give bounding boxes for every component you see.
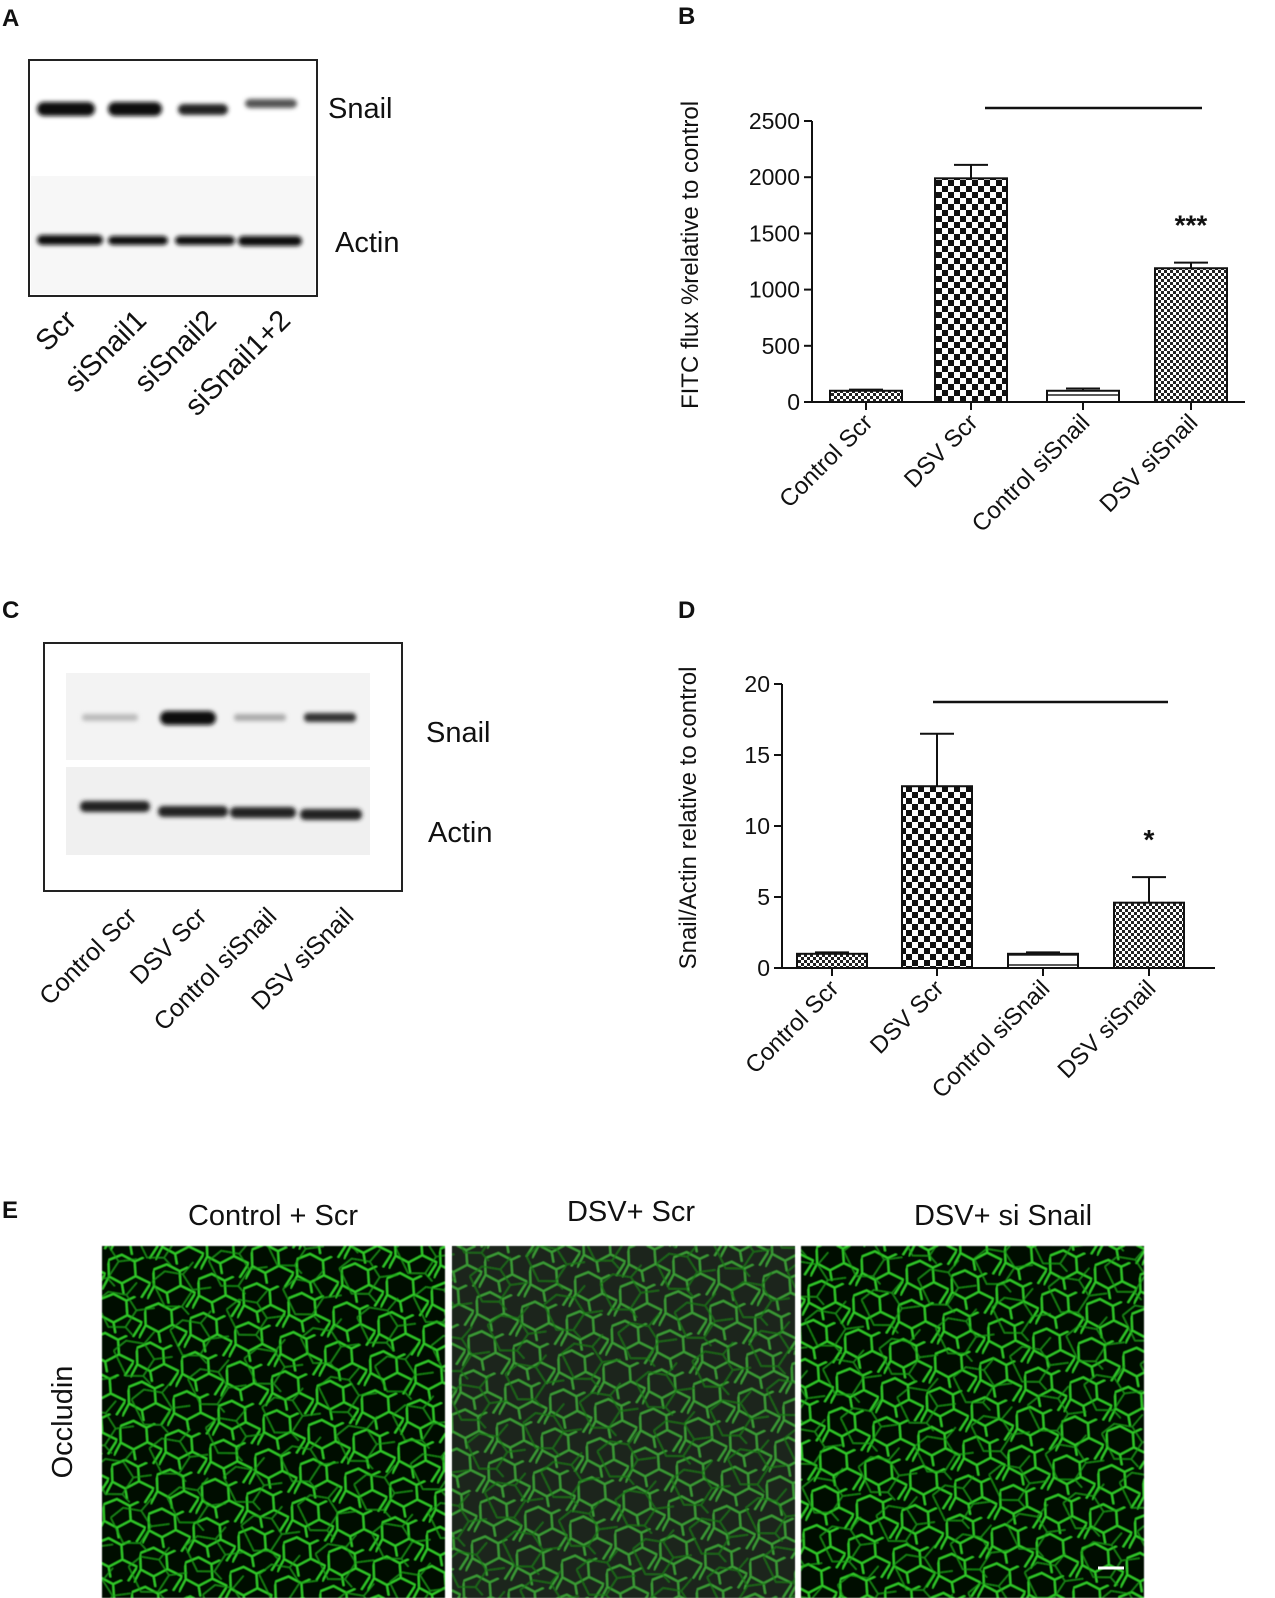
bar <box>1007 952 1079 969</box>
micrographs <box>102 1246 1144 1598</box>
lane-label: Control Scr <box>34 902 142 1010</box>
x-tick-label: DSV Scr <box>865 975 949 1059</box>
significance-label: *** <box>1175 210 1208 241</box>
bar <box>934 177 1008 403</box>
x-tick-label: Control siSnail <box>967 409 1096 538</box>
panel-label: D <box>678 597 695 624</box>
y-tick-label: 5 <box>757 884 770 910</box>
column-title: DSV+ si Snail <box>914 1200 1092 1232</box>
micrograph-overlay <box>801 1246 1144 1598</box>
bar <box>829 389 903 404</box>
y-tick-label: 0 <box>757 955 770 981</box>
band-label: Snail <box>328 93 393 125</box>
y-axis-label: Snail/Actin relative to control <box>675 667 702 970</box>
y-tick-label: 0 <box>787 389 800 415</box>
row-label: Occludin <box>47 1366 79 1479</box>
bar <box>1154 267 1228 403</box>
y-tick-label: 2500 <box>749 108 800 134</box>
bar <box>901 785 973 969</box>
y-tick-label: 1000 <box>749 277 800 303</box>
panel-label: E <box>2 1197 18 1224</box>
blot-bands <box>37 99 302 246</box>
micrograph-shade <box>452 1246 795 1598</box>
y-tick-label: 1500 <box>749 220 800 246</box>
x-tick-label: Control Scr <box>774 409 878 513</box>
y-tick-label: 2000 <box>749 164 800 190</box>
panel-label: A <box>2 5 19 32</box>
x-tick-label: DSV Scr <box>899 409 983 493</box>
y-tick-label: 10 <box>744 813 770 839</box>
y-tick-label: 500 <box>762 333 800 359</box>
bar <box>1046 389 1120 404</box>
panel-label: C <box>2 597 19 624</box>
significance-label: * <box>1144 824 1155 855</box>
y-tick-label: 15 <box>744 742 770 768</box>
bar <box>1113 901 1185 969</box>
y-axis-label: FITC flux %relative to control <box>677 101 704 409</box>
blot-bands <box>80 711 362 820</box>
column-title: DSV+ Scr <box>567 1196 695 1228</box>
band-label: Snail <box>426 717 491 749</box>
x-tick-label: DSV siSnail <box>1095 409 1204 518</box>
column-title: Control + Scr <box>188 1200 358 1232</box>
band-label: Actin <box>428 817 492 849</box>
x-tick-label: DSV siSnail <box>1053 975 1162 1084</box>
lane-label: Scr <box>30 304 84 358</box>
panel-label: B <box>678 3 695 30</box>
band-label: Actin <box>335 227 399 259</box>
y-tick-label: 20 <box>744 671 770 697</box>
bar <box>796 952 868 969</box>
micrograph-overlay <box>102 1246 445 1598</box>
x-tick-label: Control Scr <box>740 975 844 1079</box>
micrograph-overlay <box>452 1246 795 1598</box>
lane-label: Control siSnail <box>148 902 282 1036</box>
